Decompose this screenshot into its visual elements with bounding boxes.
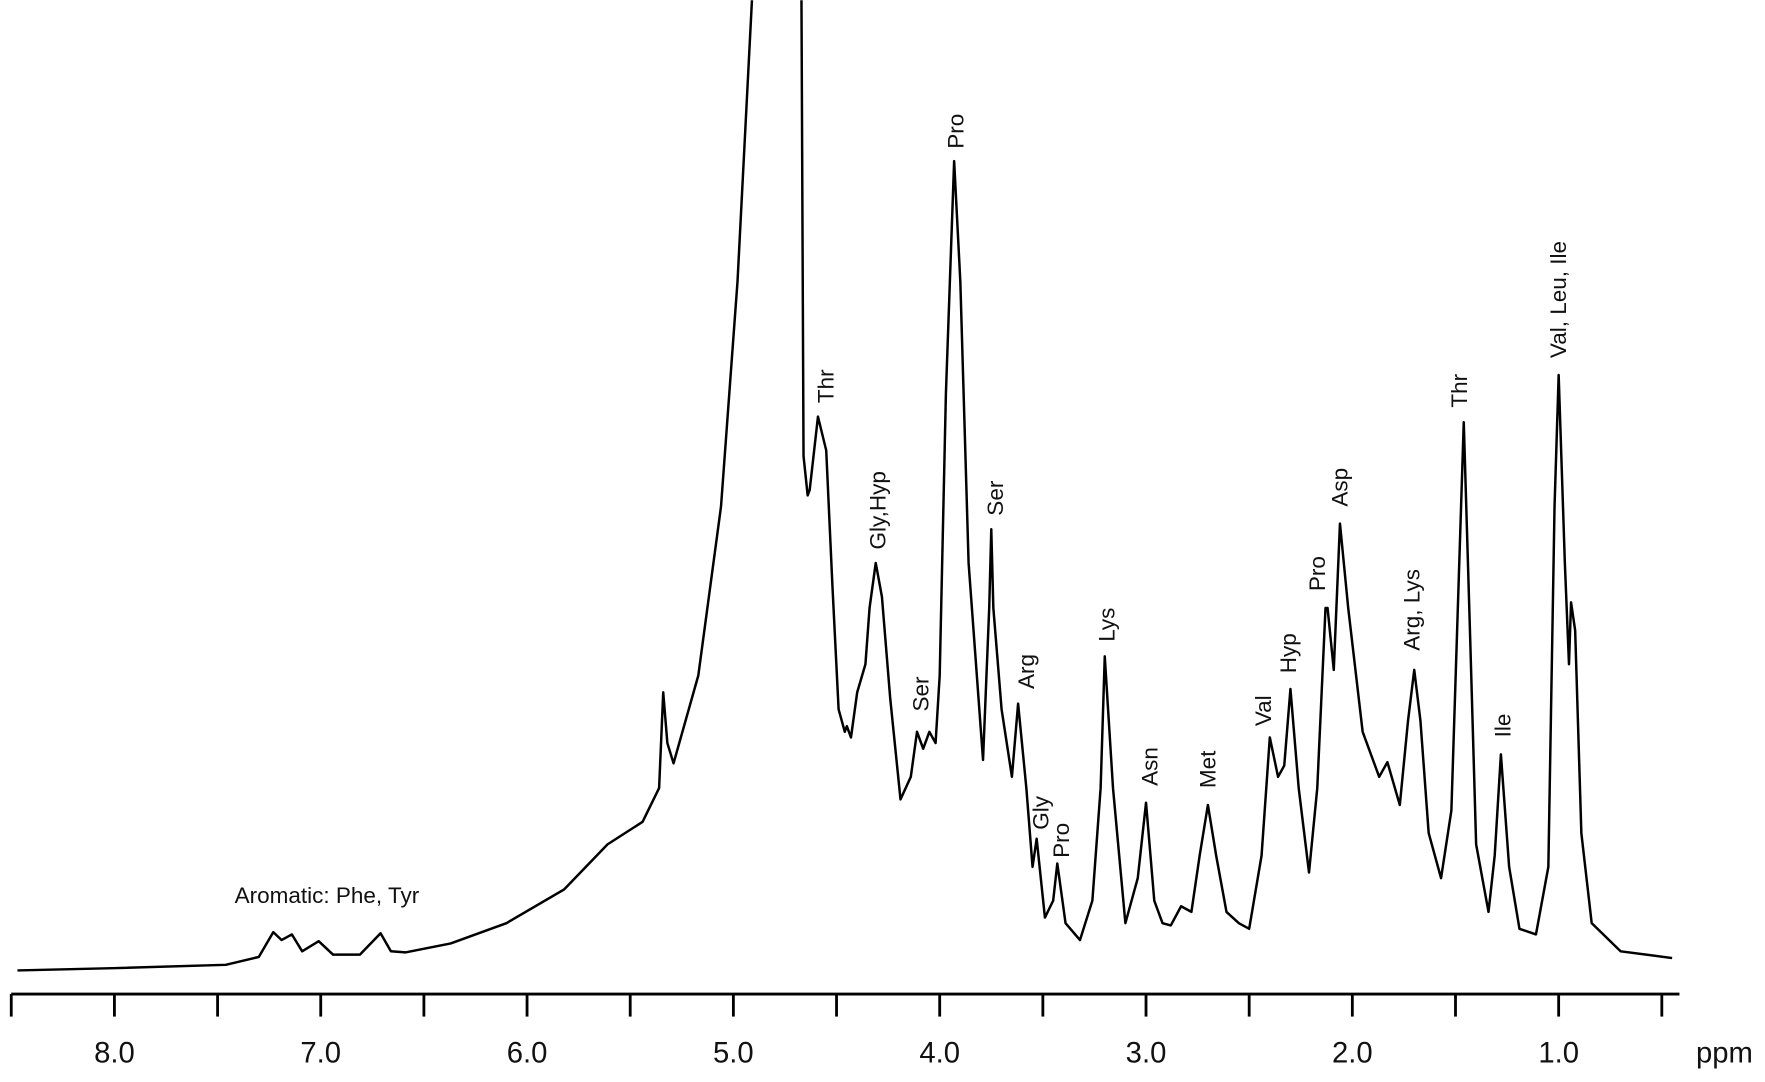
peak-label: Pro xyxy=(944,114,969,149)
x-tick-label: 3.0 xyxy=(1126,1038,1167,1070)
peak-label: Thr xyxy=(814,369,839,403)
peak-label: Arg, Lys xyxy=(1400,569,1425,651)
peak-label: Arg xyxy=(1014,654,1039,689)
peak-label: Thr xyxy=(1447,373,1472,407)
peak-label: Gly,Hyp xyxy=(865,471,890,549)
peak-label: Asn xyxy=(1138,747,1163,786)
x-tick-label: 5.0 xyxy=(713,1038,754,1070)
peak-label: Val, Leu, Ile xyxy=(1546,241,1571,358)
peak-label: Hyp xyxy=(1276,633,1301,673)
x-axis-label: ppm xyxy=(1696,1038,1753,1070)
peak-label: Ser xyxy=(983,480,1008,516)
x-tick-label: 4.0 xyxy=(919,1038,960,1070)
peak-label: Gly xyxy=(1028,795,1053,830)
peak-label: Lys xyxy=(1094,608,1119,642)
x-tick-label: 1.0 xyxy=(1538,1038,1579,1070)
x-tick-label: 8.0 xyxy=(94,1038,135,1070)
peak-label: Pro xyxy=(1305,556,1330,591)
peak-label: Met xyxy=(1195,750,1220,788)
peak-label: Aromatic: Phe, Tyr xyxy=(235,883,420,908)
peak-label: Asp xyxy=(1327,468,1352,507)
x-tick-label: 2.0 xyxy=(1332,1038,1373,1070)
peak-label: Val xyxy=(1251,695,1276,726)
peak-label: Pro xyxy=(1049,823,1074,858)
peak-label: Ile xyxy=(1490,714,1515,738)
spectrum-line xyxy=(17,0,1673,972)
peak-label: Ser xyxy=(909,676,934,712)
x-tick-label: 7.0 xyxy=(300,1038,341,1070)
x-tick-label: 6.0 xyxy=(507,1038,548,1070)
